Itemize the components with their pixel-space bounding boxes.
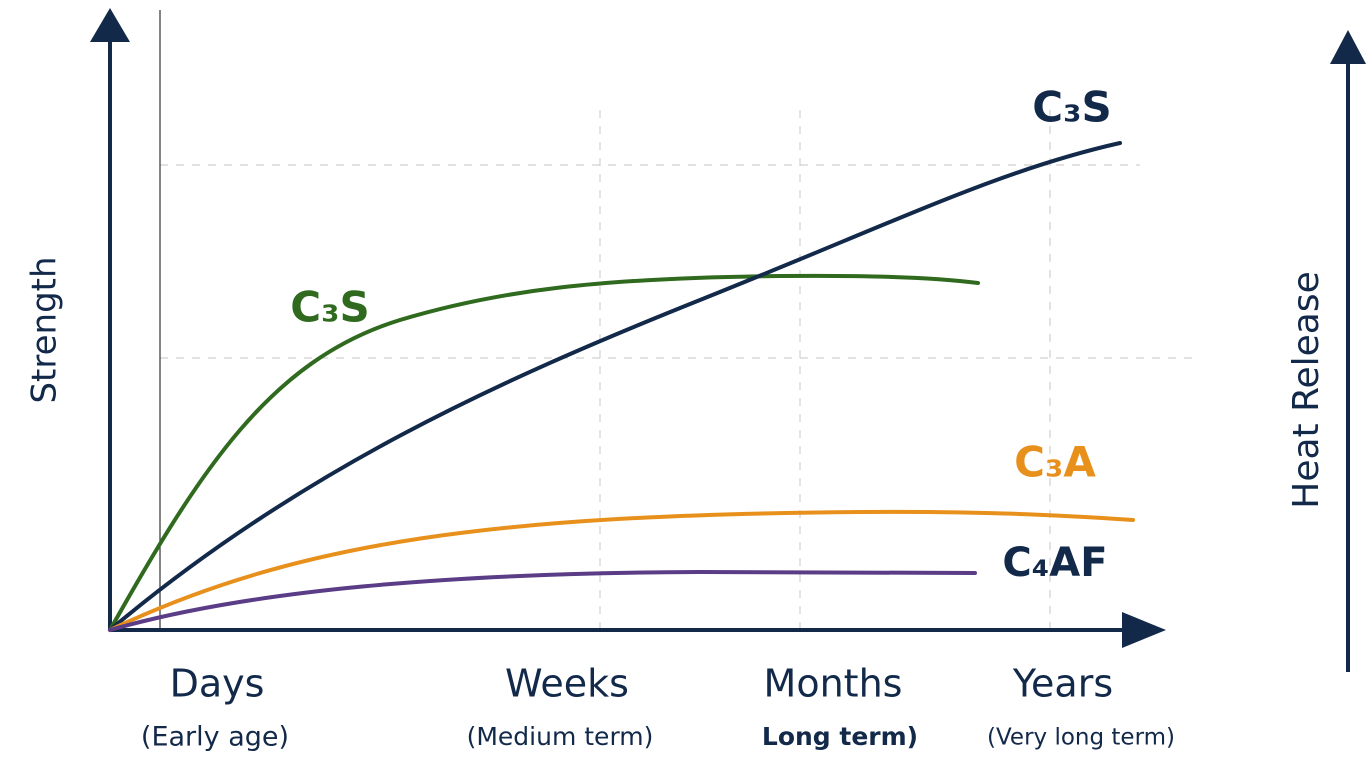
curve-c3s-green bbox=[108, 273, 980, 632]
curve-c3s-navy bbox=[108, 141, 1122, 632]
curve-c4af bbox=[108, 569, 977, 632]
x-label: Months bbox=[764, 662, 903, 706]
curve-label: C₃S bbox=[1032, 83, 1111, 132]
x-sublabel: (Early age) bbox=[141, 722, 289, 753]
x-label: Days bbox=[170, 662, 265, 706]
curve-c3a bbox=[108, 509, 1135, 632]
x-sublabel: (Medium term) bbox=[467, 722, 654, 751]
x-sublabel: Long term) bbox=[762, 722, 918, 751]
curve-label: C₃A bbox=[1014, 438, 1096, 487]
x-axis-arrow bbox=[1122, 612, 1166, 648]
curve-label: C₄AF bbox=[1002, 540, 1107, 586]
x-sublabel: (Very long term) bbox=[987, 725, 1175, 751]
y-axis-arrow bbox=[90, 8, 130, 42]
grid bbox=[160, 110, 1195, 630]
right-axis-arrow bbox=[1330, 30, 1366, 64]
x-label: Years bbox=[1012, 662, 1113, 706]
y-axis-title: Strength bbox=[25, 256, 65, 403]
curve-label: C₃S bbox=[290, 283, 369, 332]
x-label: Weeks bbox=[505, 662, 629, 706]
right-axis-title: Heat Release bbox=[1286, 271, 1327, 509]
